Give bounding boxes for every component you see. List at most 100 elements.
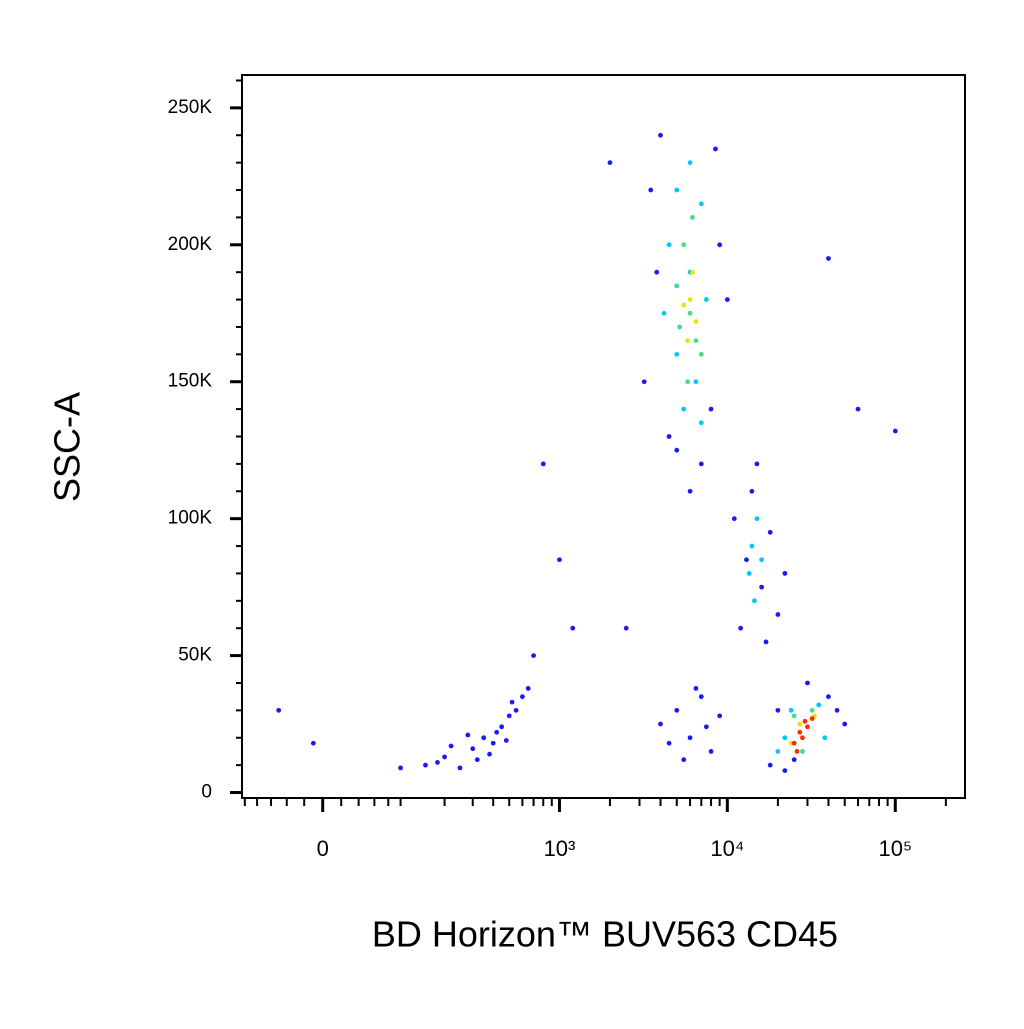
- data-point: [499, 724, 505, 730]
- data-point: [805, 724, 810, 730]
- data-point: [767, 529, 773, 535]
- data-point: [658, 721, 663, 727]
- data-point: [685, 338, 690, 344]
- data-point: [767, 762, 773, 768]
- data-point: [457, 765, 463, 771]
- data-point: [654, 269, 660, 275]
- plot-frame: [241, 74, 966, 799]
- data-point: [800, 749, 805, 754]
- data-point: [698, 201, 704, 207]
- data-point: [470, 746, 476, 752]
- data-point: [744, 557, 749, 563]
- data-point: [717, 713, 723, 719]
- data-point: [490, 740, 496, 746]
- data-point: [681, 242, 687, 248]
- data-point: [717, 242, 723, 248]
- data-point: [674, 351, 680, 357]
- data-point: [794, 749, 800, 754]
- y-tick-label: 150K: [168, 371, 213, 392]
- y-tick-label: 100K: [168, 508, 213, 529]
- data-point: [474, 757, 480, 763]
- data-point: [775, 707, 781, 713]
- data-point: [666, 242, 672, 248]
- data-point: [746, 571, 752, 576]
- data-point: [310, 740, 316, 746]
- data-point: [648, 187, 654, 193]
- data-point: [623, 625, 629, 631]
- data-point: [674, 283, 680, 289]
- data-point: [782, 571, 788, 576]
- data-point: [775, 612, 781, 617]
- data-point: [685, 379, 690, 385]
- data-point: [531, 653, 536, 658]
- data-point: [698, 351, 704, 357]
- data-point: [800, 735, 805, 741]
- data-point: [465, 732, 471, 738]
- data-point: [666, 434, 672, 439]
- data-point: [674, 447, 680, 453]
- data-point: [423, 762, 428, 768]
- data-point: [687, 160, 693, 166]
- data-point: [791, 757, 797, 763]
- data-point: [658, 132, 663, 138]
- data-point: [805, 680, 810, 686]
- data-point: [713, 146, 718, 152]
- data-point: [749, 543, 755, 549]
- data-point: [677, 324, 683, 330]
- data-point: [775, 749, 781, 754]
- data-point: [822, 735, 828, 741]
- data-point: [826, 256, 831, 261]
- data-point: [698, 694, 704, 700]
- data-point: [693, 319, 699, 324]
- data-point: [681, 406, 687, 412]
- y-axis-title: SSC-A: [47, 392, 88, 502]
- data-point: [520, 694, 525, 700]
- data-point: [703, 297, 709, 302]
- data-point: [724, 297, 730, 302]
- data-point: [666, 740, 672, 746]
- data-point: [752, 598, 757, 604]
- x-tick-label: 0: [317, 836, 329, 861]
- data-point: [731, 516, 737, 522]
- data-point: [481, 735, 487, 741]
- data-point: [442, 754, 447, 760]
- y-tick-label: 0: [201, 782, 212, 803]
- data-point: [703, 724, 709, 730]
- data-point: [557, 557, 562, 563]
- data-point: [842, 721, 848, 727]
- data-point: [487, 751, 492, 757]
- data-point: [782, 768, 788, 774]
- data-point: [687, 488, 693, 494]
- data-point: [708, 406, 714, 412]
- data-point: [708, 749, 714, 754]
- data-point: [759, 557, 765, 563]
- data-point: [698, 420, 704, 426]
- x-tick-label: 10⁵: [879, 836, 913, 861]
- data-point: [855, 406, 861, 412]
- data-point: [797, 729, 803, 735]
- data-point: [826, 694, 831, 700]
- data-point: [690, 215, 695, 220]
- data-point: [693, 379, 699, 385]
- data-point: [503, 738, 509, 743]
- data-point: [276, 707, 282, 713]
- data-point: [834, 707, 840, 713]
- data-point: [681, 302, 687, 308]
- data-point: [687, 297, 693, 302]
- data-point: [738, 625, 744, 631]
- data-point: [674, 707, 680, 713]
- data-point: [809, 716, 815, 721]
- data-point: [759, 584, 765, 590]
- data-point: [540, 461, 546, 467]
- data-point: [687, 310, 693, 316]
- data-point: [570, 625, 576, 631]
- data-point: [494, 729, 500, 735]
- data-point: [754, 461, 760, 467]
- data-point: [693, 686, 699, 691]
- x-axis-title: BD Horizon™ BUV563 CD45: [372, 914, 838, 955]
- data-point: [802, 718, 808, 724]
- data-point: [809, 707, 815, 713]
- y-tick-label: 250K: [168, 97, 213, 118]
- data-point: [791, 713, 797, 719]
